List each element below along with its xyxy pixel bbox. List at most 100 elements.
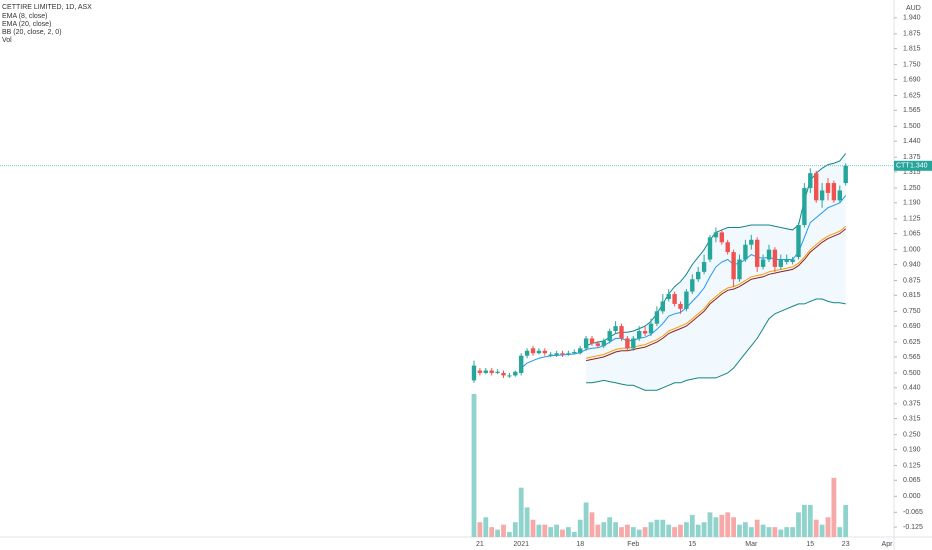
volume-bar <box>483 517 489 537</box>
volume-bar <box>772 527 778 537</box>
volume-bar <box>719 514 725 537</box>
chart-title: CETTIRE LIMITED, 1D, ASX <box>2 4 92 11</box>
x-tick-label: Feb <box>627 541 639 548</box>
candle-body <box>825 183 831 193</box>
candle-body <box>560 353 565 355</box>
volume-bar <box>536 524 542 537</box>
candle-body <box>648 323 654 334</box>
candle-body <box>495 371 500 373</box>
volume-bar <box>636 529 642 537</box>
candle-body <box>837 190 842 201</box>
volume-bar <box>725 512 731 537</box>
x-tick-label: 18 <box>576 541 584 548</box>
legend-entry: EMA (20, close) <box>2 21 51 28</box>
candle-body <box>719 232 724 243</box>
price-tag <box>894 160 932 171</box>
candle-body <box>572 352 577 354</box>
candle-body <box>843 165 848 184</box>
candle-body <box>660 301 665 312</box>
y-tick-label: 0.125 <box>903 462 921 469</box>
candle-body <box>678 303 683 309</box>
volume-bar <box>689 514 695 537</box>
volume-bar <box>542 524 548 537</box>
volume-bar <box>831 477 837 537</box>
y-tick-label: 0.815 <box>903 292 921 299</box>
y-tick-label: -0.125 <box>903 524 923 531</box>
volume-bar <box>760 524 766 537</box>
candle-body <box>477 370 483 373</box>
y-tick-label: 1.815 <box>903 45 921 52</box>
candle-body <box>684 291 689 309</box>
legend-entry: BB (20, close, 2, 0) <box>2 29 62 36</box>
volume-bar <box>583 502 589 537</box>
candle-body <box>583 338 589 349</box>
x-tick-label: Apr <box>882 541 894 548</box>
volume-bar <box>790 527 795 537</box>
volume-bar <box>731 517 736 537</box>
volume-bar <box>571 532 577 537</box>
y-tick-label: 0.625 <box>903 339 921 346</box>
volume-bar <box>737 524 742 537</box>
candle-body <box>607 331 612 341</box>
candle-body <box>766 249 772 260</box>
y-tick-label: 0.065 <box>903 477 921 484</box>
y-tick-label: 1.000 <box>903 246 921 253</box>
volume-bar <box>630 527 636 537</box>
y-tick-label: 1.440 <box>903 138 921 145</box>
volume-bar <box>471 393 477 537</box>
candle-body <box>749 239 754 245</box>
volume-bar <box>843 504 849 537</box>
candle-body <box>814 173 819 201</box>
candle-body <box>501 372 506 376</box>
volume-bar <box>560 529 565 537</box>
candle-body <box>524 350 530 356</box>
candle-body <box>696 271 701 280</box>
candle-body <box>666 294 671 299</box>
band-basis <box>586 228 847 362</box>
candle-body <box>542 350 547 354</box>
volume-bar <box>518 487 524 537</box>
volume-bar <box>501 524 506 537</box>
y-tick-label: 0.250 <box>903 431 921 438</box>
candle-body <box>672 294 677 304</box>
candle-body <box>802 187 807 225</box>
candle-body <box>731 252 736 280</box>
candle-body <box>637 331 642 339</box>
volume-bar <box>554 524 559 537</box>
candle-body <box>642 331 648 334</box>
volume-bar <box>495 529 500 537</box>
volume-bar <box>754 519 760 537</box>
x-tick-label: 2021 <box>513 541 529 548</box>
band-fill <box>586 153 846 391</box>
candle-body <box>737 259 742 280</box>
y-tick-label: -0.065 <box>903 509 923 516</box>
y-tick-label: 1.875 <box>903 31 921 38</box>
candle-body <box>595 343 601 346</box>
volume-bar <box>607 517 613 537</box>
y-tick-label: 1.190 <box>903 200 921 207</box>
candle-body <box>808 173 813 188</box>
candle-body <box>619 326 624 339</box>
volume-bar <box>595 524 601 537</box>
volume-bar <box>548 527 554 537</box>
volume-bar <box>512 522 518 537</box>
y-tick-label: 1.250 <box>903 185 921 192</box>
candle-body <box>778 259 783 267</box>
volume-bar <box>654 519 660 537</box>
candle-body <box>589 338 595 344</box>
volume-bar <box>684 522 689 537</box>
y-tick-label: 0.375 <box>903 401 921 408</box>
legend: CETTIRE LIMITED, 1D, ASX EMA (8, close) … <box>2 4 92 44</box>
candle-body <box>772 249 778 267</box>
volume-bar <box>701 522 707 537</box>
y-tick-label: 0.190 <box>903 446 921 453</box>
volume-bar <box>743 522 748 537</box>
candle-body <box>625 338 630 349</box>
candle-body <box>819 190 825 201</box>
currency-label: AUD <box>906 5 921 12</box>
candle-body <box>713 232 719 238</box>
candle-body <box>654 311 660 324</box>
y-tick-label: 1.315 <box>903 169 921 176</box>
volume-bar <box>813 519 819 537</box>
